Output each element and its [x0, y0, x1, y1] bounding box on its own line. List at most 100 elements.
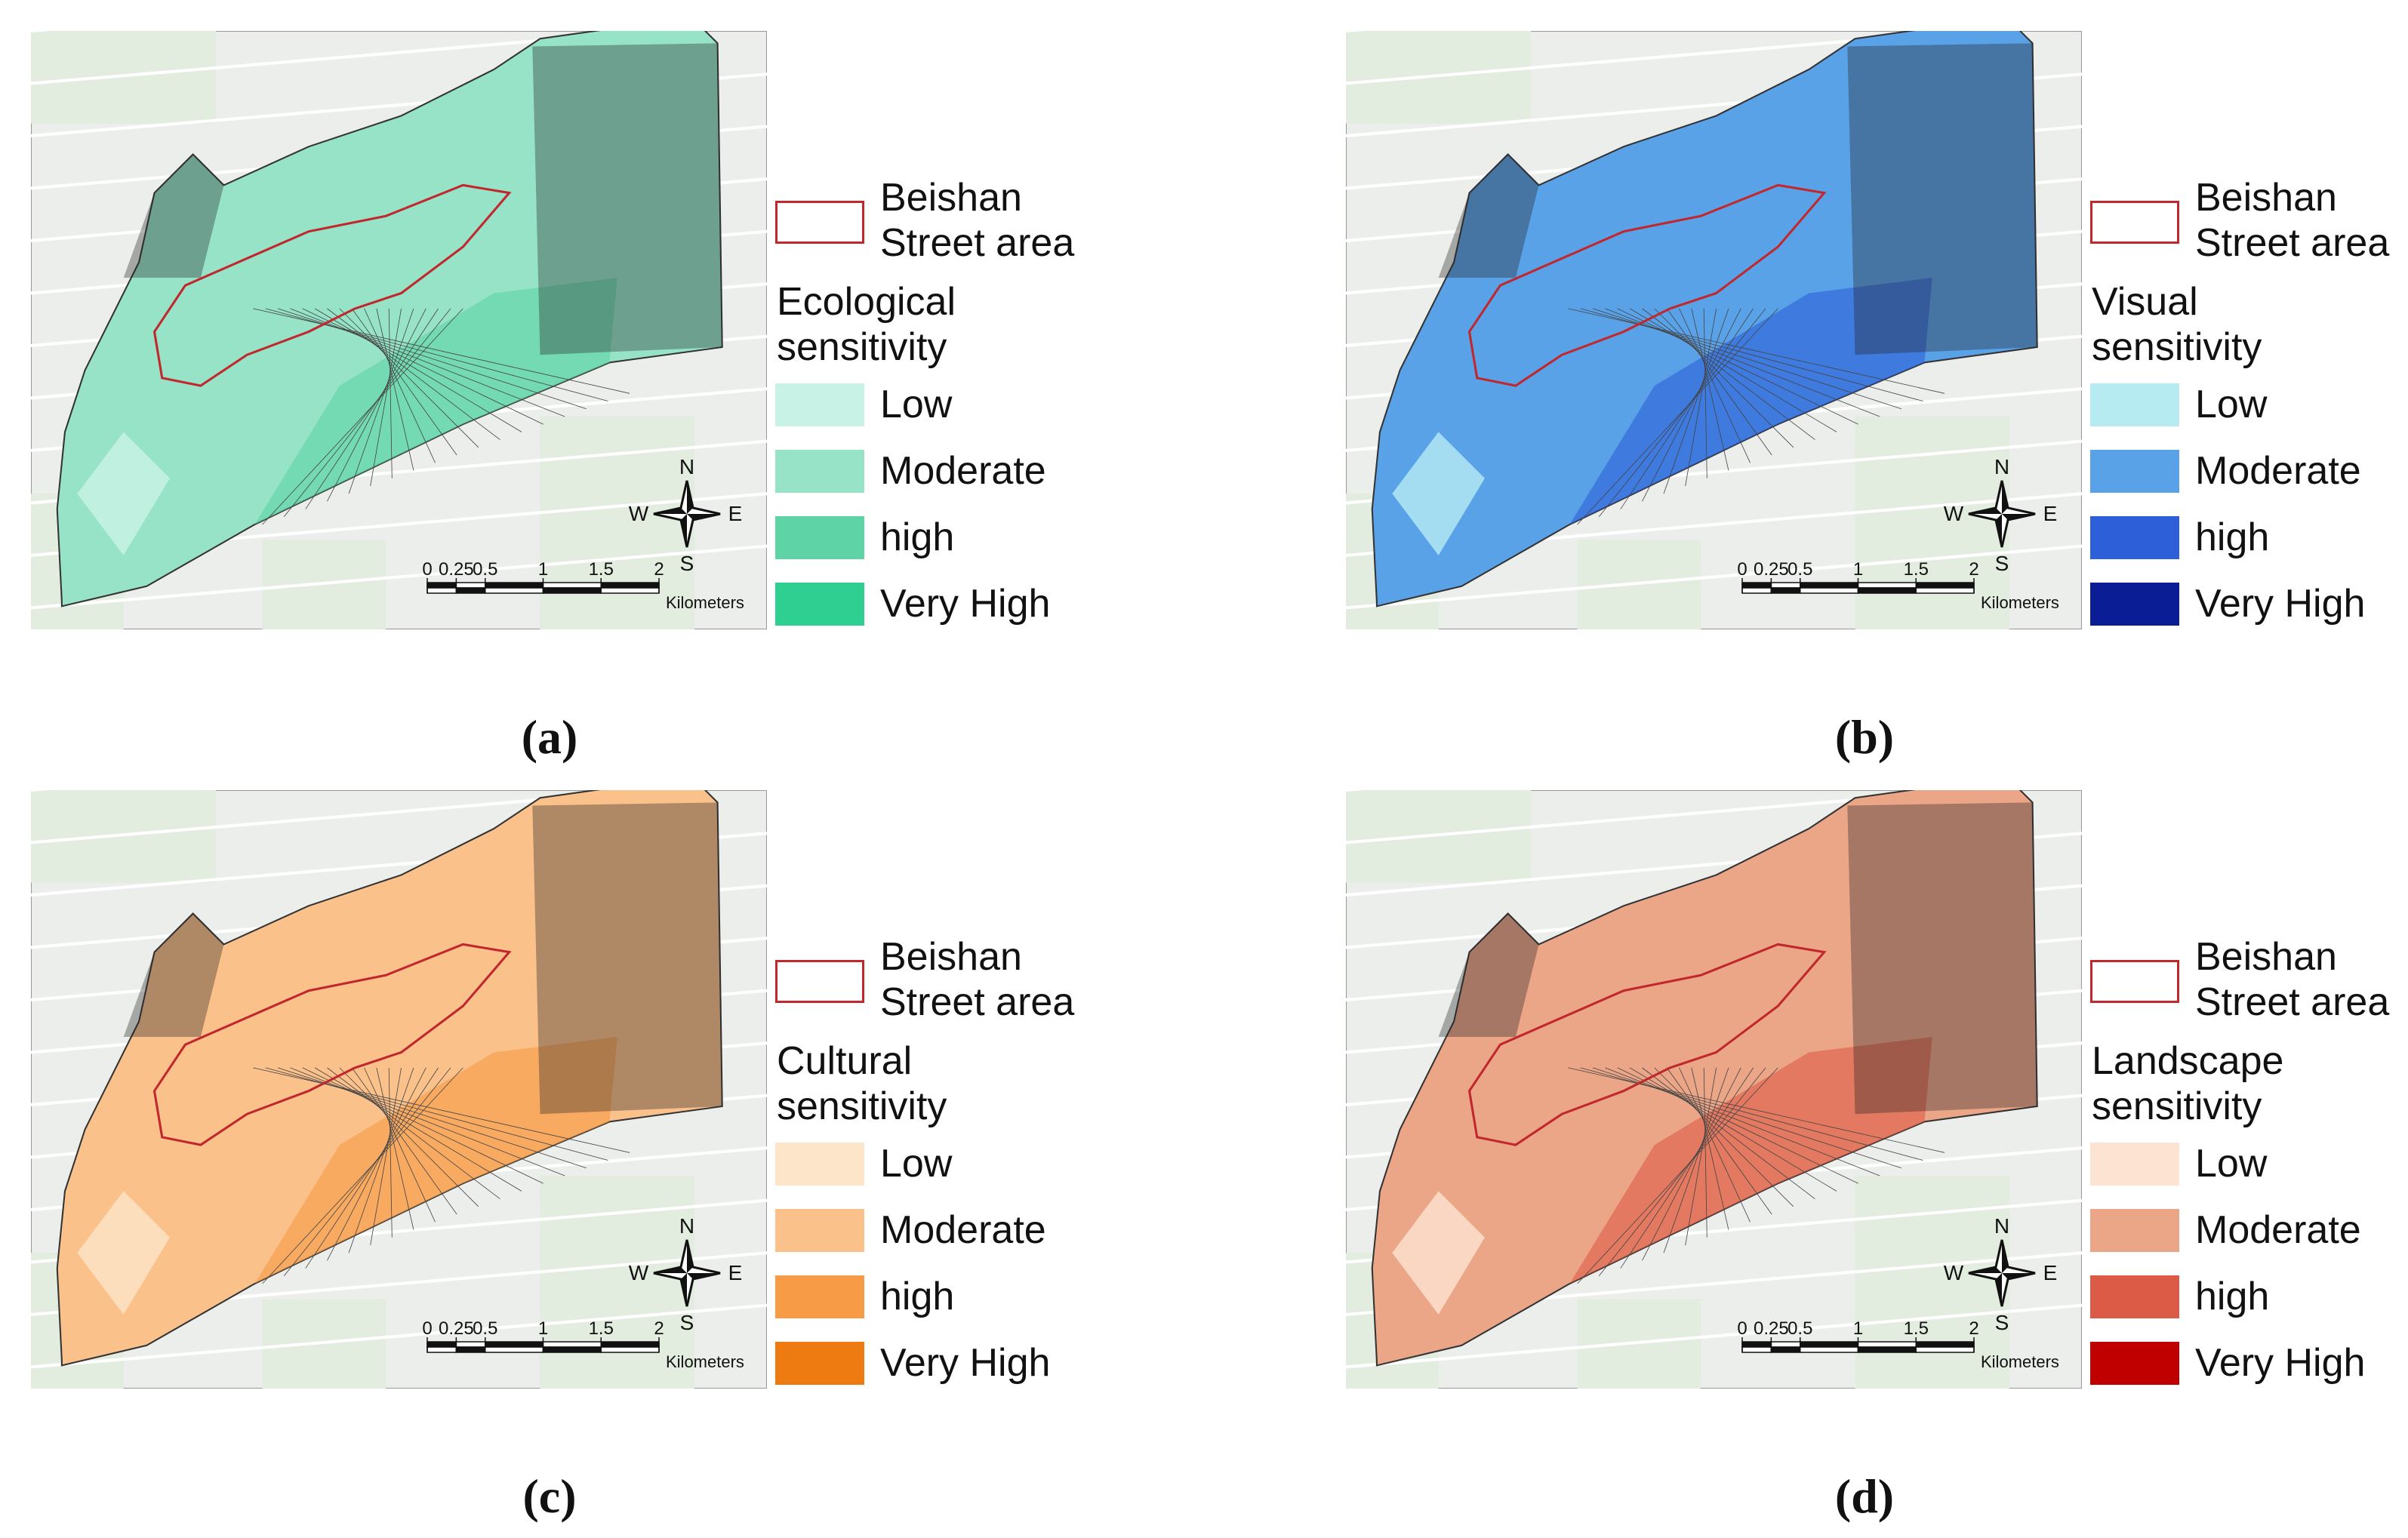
scale-segment [455, 1341, 486, 1348]
scale-label: 1 [1853, 1318, 1863, 1339]
scale-label: 1 [1853, 559, 1863, 580]
zone [254, 1037, 617, 1284]
cell-edge [1663, 308, 1729, 494]
scale-segment [542, 1346, 602, 1353]
legend-label: Very High [880, 1341, 1051, 1385]
scale-segment [1800, 1346, 1859, 1353]
scale-label: 0 [422, 559, 432, 580]
zone [1569, 1037, 1932, 1284]
zone [77, 1191, 170, 1315]
scale-label: 2 [654, 559, 664, 580]
scale-segment [600, 1346, 660, 1353]
urban [1438, 913, 1539, 1038]
boundary-swatch [775, 960, 864, 1003]
cell-edge [1592, 308, 1901, 410]
scale-segment [1857, 587, 1917, 594]
park [540, 1175, 694, 1389]
road [31, 544, 767, 610]
map [31, 31, 767, 629]
scale-unit: Kilometers [666, 593, 744, 612]
legend-swatch [2090, 583, 2179, 626]
scale-segment [1770, 1346, 1801, 1353]
urban [123, 154, 224, 278]
cell-edge [1577, 308, 1778, 525]
urban [532, 43, 722, 355]
cell-edge [305, 1067, 439, 1269]
cell-edge [370, 1067, 402, 1245]
scale-segment [1915, 1341, 1975, 1348]
scale-segment [426, 1341, 457, 1348]
zone [254, 278, 617, 525]
park [1346, 31, 1532, 124]
cell-edge [302, 1067, 543, 1184]
cell-edge [364, 1067, 436, 1223]
cell-edge [290, 308, 565, 417]
map-panel: Beishan Street area Ecological sensitivit… [0, 0, 1093, 764]
compass-label: W [629, 1261, 649, 1284]
cell-edge [376, 1067, 414, 1230]
scale-segment [1915, 587, 1975, 594]
cell-edge [1666, 308, 1772, 456]
caption: (c) [522, 1469, 577, 1523]
scale-label: 1.5 [1904, 1318, 1929, 1339]
cell-edge [1642, 308, 1815, 440]
scale-segment [1915, 582, 1975, 589]
legend-swatch [775, 383, 864, 426]
scale-segment [485, 1346, 544, 1353]
scale-segment [1800, 1341, 1859, 1348]
scale-segment [1857, 1346, 1917, 1353]
cell-edge [1685, 1067, 1717, 1245]
compass-rose [654, 481, 720, 547]
scale-unit: Kilometers [1981, 593, 2059, 612]
cell-edge [1620, 1067, 1754, 1269]
cell-edge [376, 308, 414, 471]
cell-edge [1679, 1067, 1751, 1223]
map [31, 790, 767, 1389]
scale-segment [600, 587, 660, 594]
legend-swatch [2090, 1209, 2179, 1252]
cell-edge [290, 1067, 565, 1177]
cell-edge [1617, 1067, 1858, 1184]
compass-label: N [679, 1214, 694, 1238]
cell-edge [351, 308, 457, 456]
scale-label: 1.5 [589, 1318, 614, 1339]
scale-segment [1741, 1346, 1772, 1353]
legend-label: Moderate [880, 1208, 1046, 1252]
scale-segment [485, 582, 544, 589]
scale-label: 0.25 [439, 1318, 474, 1339]
cell-edge [1691, 308, 1729, 471]
scale-label: 1.5 [589, 559, 614, 580]
cell-edge [314, 1067, 522, 1192]
caption: (a) [521, 710, 578, 764]
scale-segment [1741, 1341, 1772, 1348]
cell-edge [1568, 308, 1945, 394]
legend-label: Low [2195, 1142, 2268, 1186]
beishan-boundary [1467, 183, 1827, 387]
cell-edge [1617, 308, 1858, 425]
scale-unit: Kilometers [1981, 1352, 2059, 1371]
cell-edge [364, 308, 436, 463]
legend-swatch [775, 1143, 864, 1186]
legend-label: Beishan Street area [2195, 176, 2390, 265]
compass-label: W [1944, 502, 1964, 525]
cell-edge [1642, 308, 1741, 502]
cell-edge [1568, 1067, 1945, 1153]
scale-label: 0 [422, 1318, 432, 1339]
legend-title: Cultural sensitivity [777, 1039, 947, 1128]
scale-segment [1915, 1346, 1975, 1353]
scale-label: 0.5 [1788, 1318, 1812, 1339]
road [1346, 1303, 2082, 1369]
legend-label: Low [2195, 383, 2268, 426]
scale-segment [600, 1341, 660, 1348]
legend-swatch [775, 583, 864, 626]
legend-label: Moderate [880, 449, 1046, 493]
compass-label: N [1994, 455, 2009, 478]
map-panel: Beishan Street area Cultural sensitivity L… [0, 759, 1093, 1523]
scale-label: 1.5 [1904, 559, 1929, 580]
cell-edge [339, 308, 479, 448]
compass-label: S [680, 1311, 694, 1334]
compass-rose [654, 1240, 720, 1306]
cell-edge [1691, 1067, 1729, 1230]
boundary-swatch [775, 201, 864, 244]
